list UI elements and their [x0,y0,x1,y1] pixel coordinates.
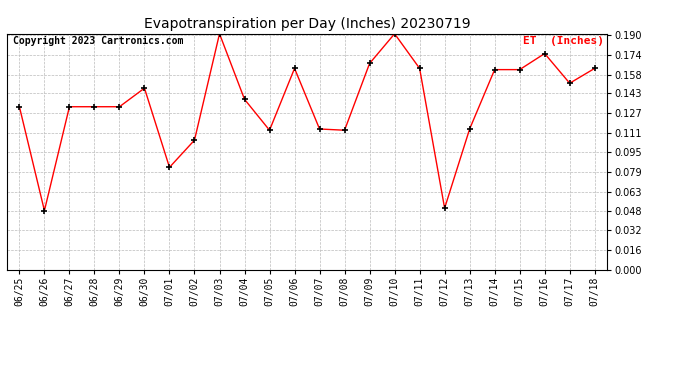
Text: Copyright 2023 Cartronics.com: Copyright 2023 Cartronics.com [13,36,184,46]
Title: Evapotranspiration per Day (Inches) 20230719: Evapotranspiration per Day (Inches) 2023… [144,17,471,31]
Text: ET  (Inches): ET (Inches) [523,36,604,46]
